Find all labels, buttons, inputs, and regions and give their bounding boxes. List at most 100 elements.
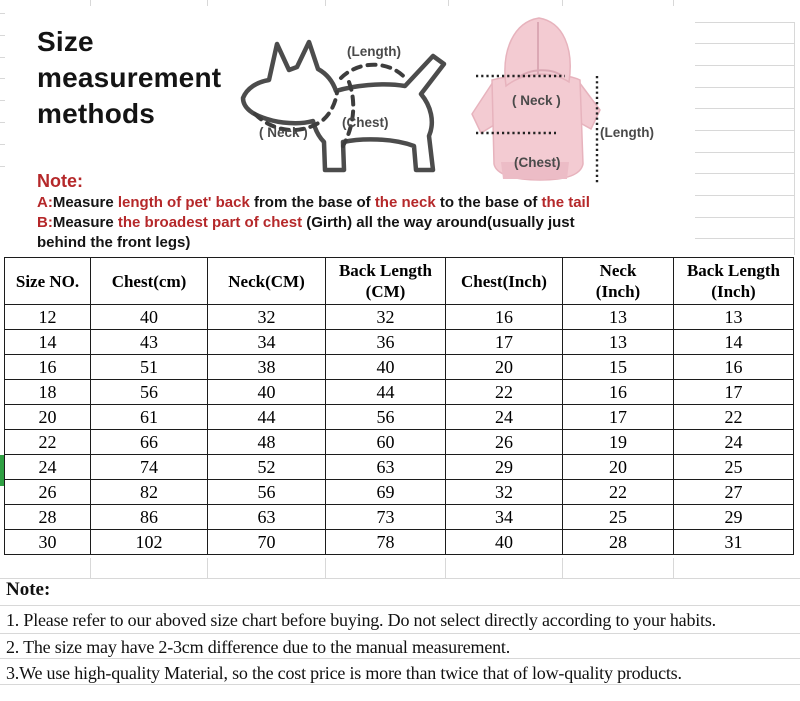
bottom-note-line-2: 2. The size may have 2-3cm difference du… [6,636,511,657]
grid-line [695,173,794,174]
column-header: Back Length (CM) [325,257,446,305]
table-row: 30 102 70 78 40 28 31 [4,529,794,555]
table-cell: 82 [90,479,208,505]
grid-line [695,238,794,239]
dog-chest-dash [341,80,356,148]
size-table-header: Size NO. Chest(cm) Neck(CM) Back Length (CM… [4,257,794,305]
grid-line [562,558,563,578]
table-cell: 14 [4,329,91,355]
grid-line [695,152,794,153]
grid-line [0,144,5,145]
grid-line [0,122,5,123]
table-cell: 20 [445,354,563,380]
grid-line [673,558,674,578]
table-cell: 51 [90,354,208,380]
size-table-body: 12 40 32 32 16 13 13 14 43 34 36 17 13 14 16 51 38 40 20 15… [4,304,794,555]
note-text-segment: the neck [374,194,440,211]
table-cell: 22 [445,379,563,405]
table-row: 12 40 32 32 16 13 13 [4,304,794,330]
grid-line [0,633,800,634]
bottom-note-line-3: 3.We use high-quality Material, so the c… [6,663,682,683]
table-cell: 66 [90,429,208,455]
measure-note-line-a: A:Measure length of pet' back from the b… [37,193,590,213]
table-cell: 43 [90,329,208,355]
grid-line [207,558,208,578]
hoodie-diagram: ( Neck ) (Chest) (Length) [468,12,654,190]
table-cell: 70 [207,529,326,555]
note-text-segment: B: [37,214,53,231]
hoodie-drawing [471,17,601,184]
grid-line [673,0,674,6]
column-header: Size NO. [4,257,91,305]
dog-chest-label: (Chest) [342,115,389,130]
table-cell: 19 [562,429,674,455]
note-text-segment: (Girth) all the way around(usually just [306,214,575,231]
grid-line [207,0,208,6]
note-text-segment: Measure [52,194,118,211]
table-row: 28 86 63 73 34 25 29 [4,504,794,530]
dog-length-dash [339,62,409,82]
table-cell: 44 [325,379,446,405]
table-cell: 78 [325,529,446,555]
table-cell: 40 [445,529,563,555]
table-cell: 16 [562,379,674,405]
grid-line [325,0,326,6]
table-cell: 16 [4,354,91,380]
table-cell: 18 [4,379,91,405]
grid-line [695,108,794,109]
table-cell: 38 [207,354,326,380]
table-cell: 69 [325,479,446,505]
table-cell: 26 [4,479,91,505]
table-cell: 52 [207,454,326,480]
table-cell: 16 [445,304,563,330]
table-row: 14 43 34 36 17 13 14 [4,329,794,355]
grid-line [695,65,794,66]
table-cell: 102 [90,529,208,555]
table-row: 20 61 44 56 24 17 22 [4,404,794,430]
dog-neck-label: ( Neck ) [259,125,308,140]
column-header: Chest(Inch) [445,257,563,305]
bottom-note-line-1: 1. Please refer to our aboved size chart… [6,610,716,630]
table-cell: 34 [445,504,563,530]
table-cell: 29 [445,454,563,480]
grid-line [0,78,5,79]
table-cell: 61 [90,404,208,430]
note-text-segment: length of pet' back [117,194,254,211]
table-cell: 40 [90,304,208,330]
table-cell: 27 [673,479,794,505]
table-cell: 56 [325,404,446,430]
table-cell: 44 [207,404,326,430]
table-cell: 20 [4,404,91,430]
dog-drawing [240,39,447,173]
table-cell: 63 [325,454,446,480]
dog-length-label: (Length) [347,44,401,59]
column-header: Chest(cm) [90,257,208,305]
column-header: Neck(CM) [207,257,326,305]
size-table: Size NO. Chest(cm) Neck(CM) Back Length (CM… [4,257,794,555]
table-cell: 15 [562,354,674,380]
note-text-segment: Measure [52,214,118,231]
grid-line [448,0,449,6]
table-cell: 56 [207,479,326,505]
measurement-note: Note: A:Measure length of pet' back from… [37,171,590,253]
table-cell: 24 [4,454,91,480]
dog-neck-dash [253,90,339,133]
note-text-segment: the tail [541,194,590,211]
table-cell: 16 [673,354,794,380]
note-text-segment: from the base of [253,194,375,211]
table-cell: 17 [445,329,563,355]
column-header: Back Length (Inch) [673,257,794,305]
grid-line [695,195,794,196]
table-cell: 22 [673,404,794,430]
grid-line [0,578,800,579]
table-row: 22 66 48 60 26 19 24 [4,429,794,455]
table-cell: 40 [325,354,446,380]
grid-line [325,558,326,578]
table-row: 24 74 52 63 29 20 25 [4,454,794,480]
table-cell: 22 [562,479,674,505]
grid-line [0,684,800,685]
table-cell: 86 [90,504,208,530]
grid-line [0,166,5,167]
table-cell: 32 [325,304,446,330]
